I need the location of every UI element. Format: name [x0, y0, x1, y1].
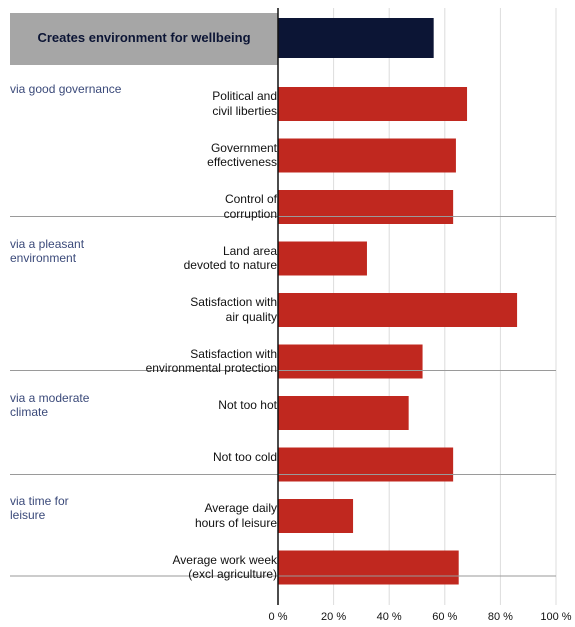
group-label: via time for leisure [10, 494, 69, 522]
group-label: via a moderate climate [10, 391, 90, 419]
x-tick-label: 0 % [268, 611, 288, 623]
row-label: Control of corruption [223, 192, 277, 221]
group-label: via good governance [10, 82, 122, 96]
bar [278, 138, 456, 173]
row-label: Land area devoted to nature [183, 243, 277, 273]
bar [278, 396, 409, 430]
x-tick-label: 60 % [432, 611, 458, 623]
row-label: Government effectiveness [207, 140, 277, 170]
x-tick-label: 80 % [487, 611, 513, 623]
header-label: Creates environment for wellbeing [37, 30, 251, 45]
row-label: Average work week (excl agriculture) [172, 552, 278, 582]
x-tick-label: 40 % [376, 611, 402, 623]
bar [278, 344, 423, 379]
bar [278, 293, 518, 327]
row-label: Average daily hours of leisure [194, 501, 277, 530]
row-label: Political and civil liberties [212, 89, 277, 118]
row-label: Satisfaction with air quality [190, 295, 277, 324]
header-band [10, 13, 278, 65]
bar [278, 550, 459, 585]
bar [278, 499, 354, 533]
row-label: Not too hot [218, 398, 277, 412]
header-bar [278, 18, 434, 58]
x-tick-label: 20 % [321, 611, 347, 623]
bar [278, 190, 454, 224]
x-tick-label: 100 % [540, 611, 572, 623]
bar [278, 87, 468, 121]
bar [278, 447, 454, 482]
row-label: Satisfaction with environmental protecti… [145, 346, 277, 376]
row-label: Not too cold [212, 449, 277, 464]
bar [278, 241, 367, 276]
group-label: via a pleasant environment [10, 236, 85, 265]
